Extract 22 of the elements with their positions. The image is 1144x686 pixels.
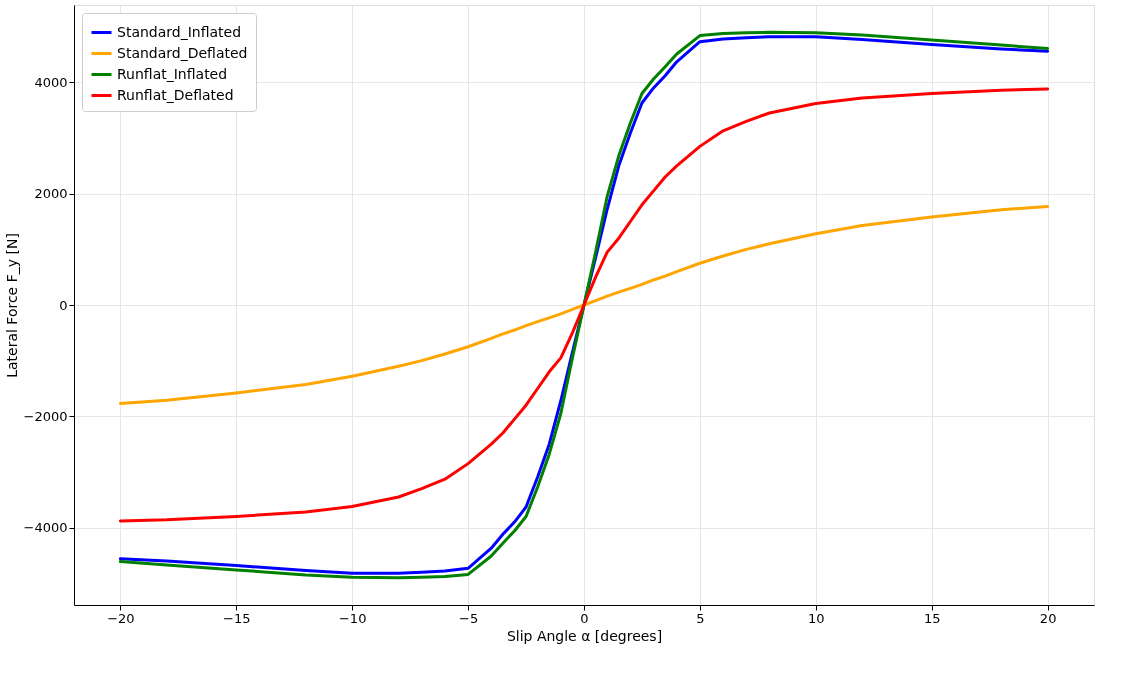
x-tick-label: 10	[808, 610, 825, 626]
x-tick-label: 5	[696, 610, 705, 626]
y-tick-label: 2000	[34, 186, 68, 202]
x-tick-label: −15	[223, 610, 251, 626]
x-axis-title: Slip Angle α [degrees]	[506, 627, 663, 644]
x-tick-label: −20	[107, 610, 135, 626]
legend-label: Runflat_Deflated	[117, 86, 234, 103]
x-tick-label: 15	[923, 610, 941, 626]
x-tick-label: 20	[1039, 610, 1057, 626]
y-tick-label: −4000	[23, 520, 68, 536]
y-tick-label: −2000	[23, 408, 68, 424]
legend-label: Standard_Inflated	[117, 23, 242, 40]
line-series	[118, 204, 1050, 406]
y-axis-title: Lateral Force F_y [N]	[3, 233, 20, 378]
legend-label: Standard_Deflated	[117, 44, 248, 61]
x-tick-label: 0	[580, 610, 589, 626]
x-tick-label: −5	[459, 610, 479, 626]
legend-label: Runflat_Inflated	[117, 65, 228, 82]
line-series	[118, 87, 1050, 523]
y-tick-label: 0	[59, 297, 68, 313]
x-tick-label: −10	[338, 610, 367, 626]
y-tick-label: 4000	[34, 74, 68, 90]
